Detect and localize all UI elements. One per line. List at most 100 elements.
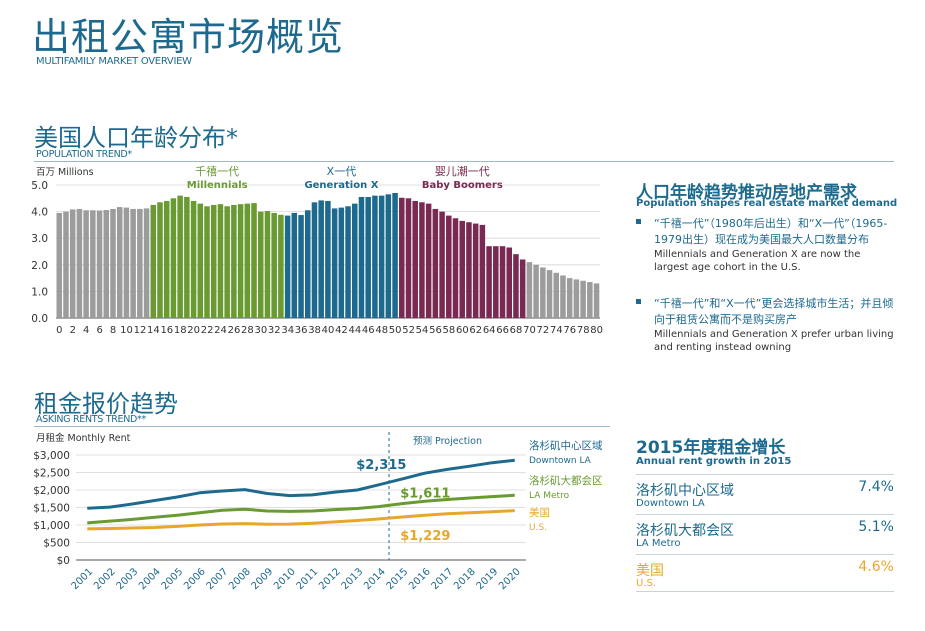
growth-row-value: 7.4%	[858, 479, 894, 495]
y-tick-label: $0	[57, 555, 70, 567]
population-bars	[56, 192, 600, 318]
x-tick-label: 20	[187, 325, 200, 336]
population-title: 美国人口年龄分布*	[34, 124, 238, 152]
population-bar	[184, 196, 190, 318]
x-tick-label: 28	[241, 325, 254, 336]
x-tick-label: 34	[281, 325, 294, 336]
x-tick-label: 2016	[407, 566, 433, 592]
x-tick-label: 50	[389, 325, 402, 336]
rents-series-labels: $2,315 洛杉矶中心区域 Downtown LA $1,611 洛杉矶大都会区 LA …	[356, 439, 603, 544]
population-bar	[137, 208, 143, 318]
population-bar	[466, 222, 472, 318]
y-tick-label: $3,000	[33, 450, 70, 462]
y-tick-label: 3.0	[31, 233, 48, 245]
population-bar	[338, 207, 345, 318]
generation-label-zh: 千禧一代	[195, 165, 239, 178]
series-line	[87, 493, 515, 525]
population-bar	[553, 272, 560, 318]
population-bar	[331, 208, 338, 318]
bullet-marker	[636, 219, 641, 224]
population-bar	[96, 210, 103, 318]
generation-label-en: Generation X	[304, 180, 378, 191]
population-bar	[560, 275, 566, 318]
rents-subtitle: ASKING RENTS TREND**	[36, 414, 146, 425]
x-tick-label: 30	[254, 325, 267, 336]
x-tick-label: 40	[322, 325, 335, 336]
x-tick-label: 46	[362, 325, 375, 336]
x-tick-label: 44	[348, 325, 361, 336]
population-unit-label: 百万 Millions	[36, 167, 94, 178]
population-bar	[197, 203, 204, 318]
rents-grid	[76, 454, 526, 561]
rents-lines	[87, 458, 515, 531]
population-bar	[190, 200, 197, 318]
population-bar	[506, 247, 512, 318]
x-tick-label: 0	[56, 325, 62, 336]
series-label-zh: 美国	[529, 506, 550, 519]
population-bar	[587, 282, 593, 318]
growth-row-name-en: U.S.	[636, 578, 657, 589]
x-tick-label: 80	[590, 325, 603, 336]
x-tick-label: 60	[456, 325, 469, 336]
x-tick-label: 54	[416, 325, 429, 336]
population-bar	[291, 212, 298, 318]
population-divider	[34, 161, 894, 162]
x-tick-label: 10	[120, 325, 133, 336]
series-callout: $1,611	[400, 487, 450, 502]
population-bar	[177, 195, 183, 318]
x-tick-label: 2014	[362, 566, 388, 592]
x-tick-label: 66	[496, 325, 509, 336]
population-bar	[217, 204, 224, 318]
population-bar	[103, 210, 110, 318]
x-tick-label: 74	[550, 325, 563, 336]
population-y-axis: 0.0 1.0 2.0 3.0 4.0 5.0	[31, 180, 48, 325]
population-bar	[345, 206, 351, 318]
x-tick-label: 2005	[160, 566, 186, 592]
rents-unit-label: 月租金 Monthly Rent	[36, 433, 131, 444]
population-bar	[264, 211, 271, 318]
population-bar	[224, 206, 230, 318]
population-bar	[573, 279, 580, 318]
x-tick-label: 36	[295, 325, 308, 336]
rents-title: 租金报价趋势	[34, 390, 178, 418]
y-tick-label: 1.0	[31, 286, 48, 298]
demand-title: 人口年龄趋势推动房地产需求	[636, 183, 857, 203]
series-label-en: U.S.	[529, 523, 547, 533]
population-bar	[513, 254, 519, 318]
x-tick-label: 2001	[70, 566, 96, 592]
growth-row-us: 美国 U.S. 4.6%	[636, 554, 894, 592]
population-bar	[399, 197, 405, 318]
growth-row-name: 洛杉矶中心区域	[636, 483, 734, 499]
population-bar	[493, 246, 499, 318]
population-bar	[459, 220, 465, 318]
y-tick-label: $1,000	[33, 520, 70, 532]
x-tick-label: 58	[443, 325, 456, 336]
rents-x-axis: 2001200220032004200520062007200820092010…	[70, 566, 523, 592]
population-bar	[157, 202, 163, 318]
rents-divider	[34, 426, 610, 427]
series-label-zh: 洛杉矶大都会区	[529, 474, 603, 487]
x-tick-label: 2020	[497, 566, 523, 592]
x-tick-label: 16	[160, 325, 173, 336]
y-tick-label: $2,000	[33, 485, 70, 497]
y-tick-label: $1,500	[33, 503, 70, 515]
population-bar	[116, 207, 123, 318]
series-label-zh: 洛杉矶中心区域	[529, 439, 603, 452]
population-bar	[372, 195, 378, 318]
population-bar	[56, 212, 63, 318]
x-tick-label: 2006	[182, 566, 208, 592]
population-subtitle: POPULATION TREND*	[36, 149, 132, 160]
series-callout: $2,315	[356, 458, 406, 473]
population-bar	[210, 204, 217, 318]
x-tick-label: 12	[134, 325, 147, 336]
population-bar	[378, 195, 385, 318]
population-bar	[130, 208, 136, 318]
page-title: 出租公寓市场概览	[32, 15, 345, 59]
population-bar	[69, 209, 76, 318]
population-bar	[439, 211, 445, 318]
population-bar	[257, 211, 264, 318]
population-bar	[318, 200, 324, 318]
rents-y-axis: $0 $500 $1,000 $1,500 $2,000 $2,500 $3,000	[33, 450, 70, 567]
population-bar	[452, 218, 459, 318]
population-bar	[499, 246, 506, 318]
